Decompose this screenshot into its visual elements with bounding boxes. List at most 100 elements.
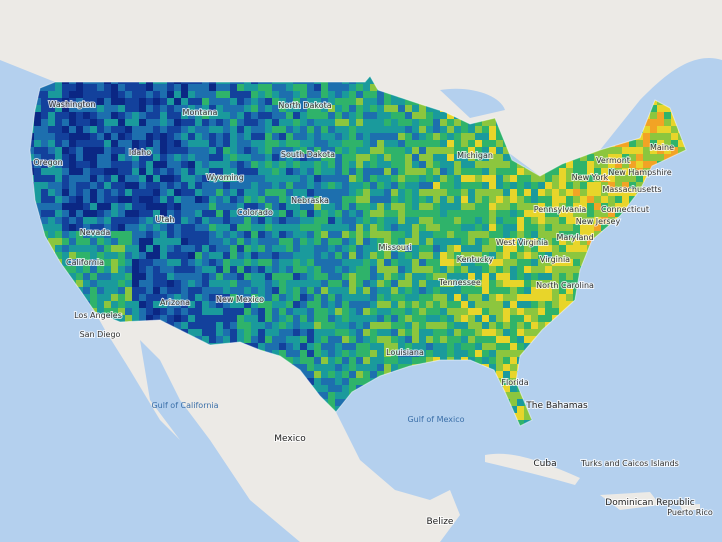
county-cell <box>391 217 398 224</box>
county-cell <box>202 168 209 175</box>
county-cell <box>559 252 566 259</box>
county-cell <box>202 266 209 273</box>
county-cell <box>244 98 251 105</box>
county-cell <box>482 119 489 126</box>
county-cell <box>496 196 503 203</box>
county-cell <box>391 364 398 371</box>
county-cell <box>433 259 440 266</box>
county-cell <box>83 294 90 301</box>
county-cell <box>426 140 433 147</box>
county-cell <box>55 252 62 259</box>
county-cell <box>384 217 391 224</box>
county-cell <box>447 224 454 231</box>
county-cell <box>650 147 657 154</box>
county-cell <box>293 315 300 322</box>
county-cell <box>482 301 489 308</box>
county-cell <box>195 287 202 294</box>
county-cell <box>622 161 629 168</box>
county-cell <box>440 252 447 259</box>
county-cell <box>258 273 265 280</box>
county-cell <box>174 105 181 112</box>
county-cell <box>559 196 566 203</box>
county-cell <box>160 154 167 161</box>
county-cell <box>391 301 398 308</box>
county-cell <box>34 182 41 189</box>
county-cell <box>447 175 454 182</box>
county-cell <box>545 259 552 266</box>
county-cell <box>489 154 496 161</box>
county-cell <box>132 210 139 217</box>
county-cell <box>608 210 615 217</box>
county-cell <box>160 126 167 133</box>
county-cell <box>524 189 531 196</box>
county-cell <box>307 322 314 329</box>
county-cell <box>496 364 503 371</box>
county-cell <box>531 329 538 336</box>
county-cell <box>258 287 265 294</box>
county-cell <box>489 231 496 238</box>
county-cell <box>321 126 328 133</box>
county-cell <box>118 273 125 280</box>
county-cell <box>132 98 139 105</box>
county-cell <box>76 168 83 175</box>
county-cell <box>552 245 559 252</box>
county-cell <box>594 224 601 231</box>
county-cell <box>335 294 342 301</box>
county-cell <box>174 217 181 224</box>
county-cell <box>97 245 104 252</box>
county-cell <box>286 203 293 210</box>
county-cell <box>342 154 349 161</box>
county-cell <box>307 287 314 294</box>
county-cell <box>419 252 426 259</box>
county-cell <box>251 119 258 126</box>
county-cell <box>370 343 377 350</box>
county-cell <box>97 98 104 105</box>
county-cell <box>251 126 258 133</box>
county-cell <box>97 308 104 315</box>
county-cell <box>279 175 286 182</box>
county-cell <box>237 175 244 182</box>
county-cell <box>132 203 139 210</box>
county-cell <box>62 231 69 238</box>
county-cell <box>230 322 237 329</box>
county-cell <box>468 126 475 133</box>
county-cell <box>384 315 391 322</box>
county-cell <box>377 371 384 378</box>
county-cell <box>531 273 538 280</box>
county-cell <box>174 266 181 273</box>
county-cell <box>244 210 251 217</box>
county-cell <box>146 301 153 308</box>
county-cell <box>69 133 76 140</box>
county-cell <box>391 287 398 294</box>
county-cell <box>349 161 356 168</box>
county-cell <box>160 203 167 210</box>
county-cell <box>559 294 566 301</box>
county-cell <box>412 196 419 203</box>
county-cell <box>104 231 111 238</box>
county-cell <box>132 91 139 98</box>
county-cell <box>272 147 279 154</box>
county-cell <box>62 161 69 168</box>
county-cell <box>90 91 97 98</box>
county-cell <box>167 273 174 280</box>
county-cell <box>90 98 97 105</box>
county-cell <box>132 266 139 273</box>
county-cell <box>419 175 426 182</box>
county-cell <box>195 308 202 315</box>
county-cell <box>139 175 146 182</box>
county-cell <box>356 266 363 273</box>
county-cell <box>321 175 328 182</box>
county-cell <box>195 133 202 140</box>
county-cell <box>111 308 118 315</box>
county-cell <box>153 161 160 168</box>
county-cell <box>69 217 76 224</box>
county-cell <box>349 259 356 266</box>
county-cell <box>510 189 517 196</box>
county-cell <box>139 203 146 210</box>
county-cell <box>587 161 594 168</box>
county-cell <box>573 231 580 238</box>
county-cell <box>342 84 349 91</box>
county-cell <box>629 175 636 182</box>
county-cell <box>489 196 496 203</box>
county-cell <box>524 231 531 238</box>
